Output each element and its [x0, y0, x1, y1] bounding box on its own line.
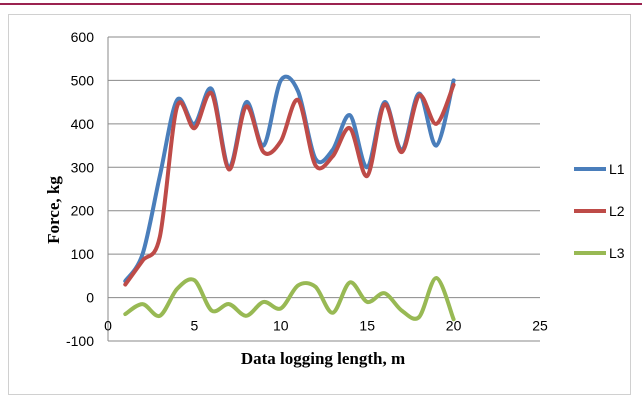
y-tick-label: 300 [71, 159, 95, 175]
y-tick-label: 600 [71, 29, 95, 45]
x-tick-label: 25 [532, 318, 548, 334]
series-line-l2 [123, 82, 456, 287]
series-line-l1 [123, 74, 456, 284]
x-tick-label: 5 [191, 318, 199, 334]
x-tick-label: 15 [359, 318, 375, 334]
legend-layer: L1 L2 L3 [574, 161, 625, 261]
tick-layer: -100 0 100 200 300 400 500 600 0 5 10 15 20 25 [66, 29, 548, 349]
x-tick-label: 20 [446, 318, 462, 334]
y-tick-label: 400 [71, 116, 95, 132]
y-tick-label: 200 [71, 203, 95, 219]
legend-label-l3: L3 [609, 245, 625, 261]
y-tick-label: 500 [71, 72, 95, 88]
legend-label-l1: L1 [609, 161, 625, 177]
x-tick-label: 10 [273, 318, 289, 334]
legend-label-l2: L2 [609, 203, 625, 219]
y-tick-label: 100 [71, 246, 95, 262]
chart-frame [8, 14, 631, 395]
x-tick-label: 0 [104, 318, 112, 334]
y-tick-label: 0 [86, 290, 94, 306]
series-layer [123, 74, 456, 322]
top-rule [0, 3, 642, 5]
y-axis-title: Force, kg [44, 176, 63, 244]
y-tick-label: -100 [66, 333, 94, 349]
x-axis-title: Data logging length, m [241, 349, 405, 368]
series-line-l3 [123, 276, 456, 322]
